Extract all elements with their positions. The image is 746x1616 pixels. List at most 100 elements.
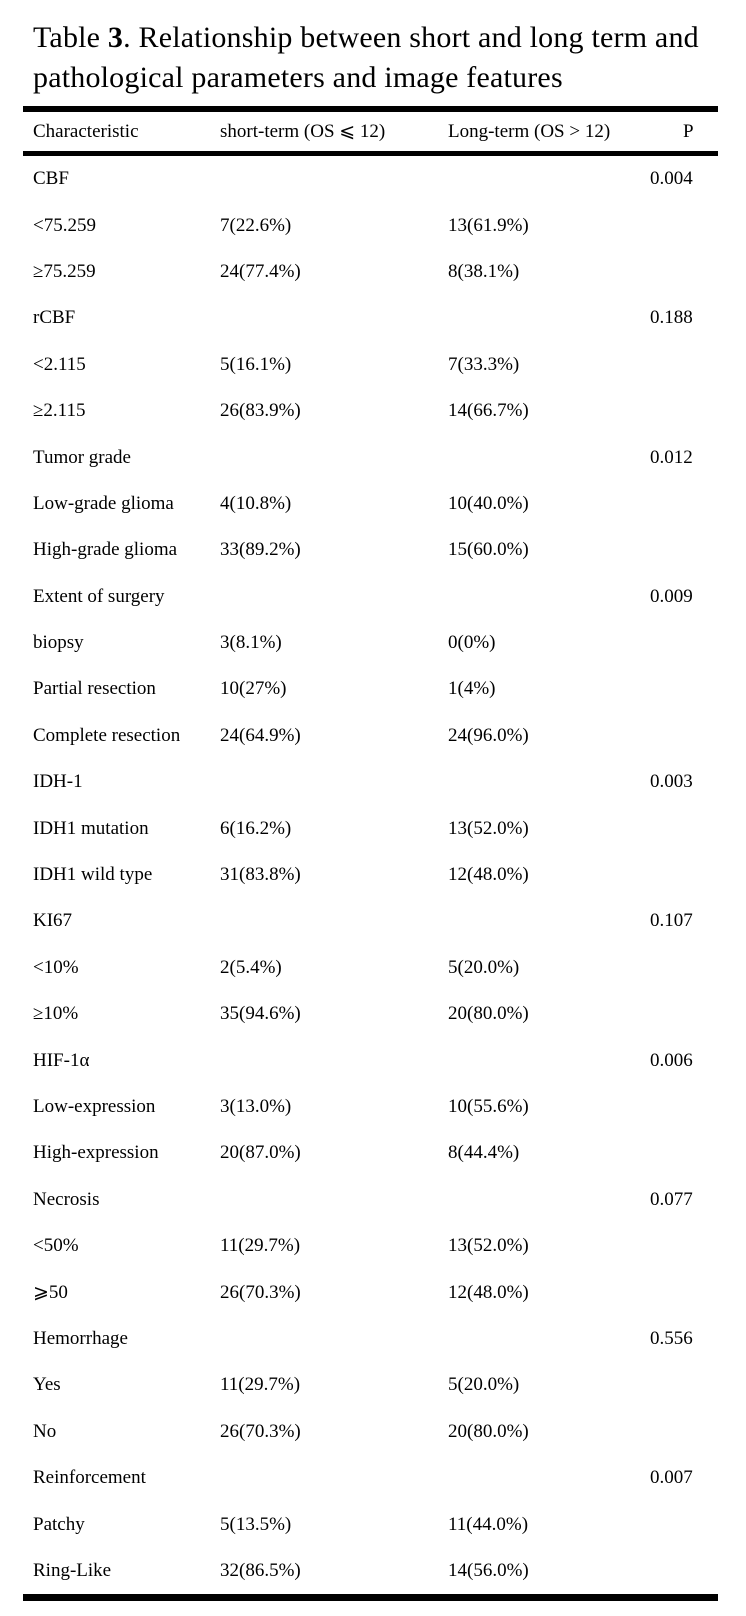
long-term-cell: 8(38.1%): [448, 260, 520, 282]
p-value-cell: [650, 945, 718, 991]
characteristic-cell: No: [33, 1420, 57, 1442]
p-value-cell: [650, 1501, 718, 1547]
table-row: ≥2.115 26(83.9%) 14(66.7%): [23, 388, 718, 434]
p-value-cell: [650, 805, 718, 851]
characteristic-cell: ≥10%: [33, 1003, 79, 1025]
short-term-cell: 31(83.8%): [220, 864, 301, 886]
results-table: Characteristic short-term (OS ⩽ 12) Long…: [23, 106, 718, 1602]
long-term-cell: 20(80.0%): [448, 1003, 529, 1025]
long-term-cell: [448, 759, 650, 805]
p-value-cell: [650, 1269, 718, 1315]
short-term-cell: [220, 295, 448, 341]
characteristic-cell: Necrosis: [33, 1188, 100, 1210]
table-row: Tumor grade 0.012: [23, 434, 718, 480]
table-title-text: . Relationship between short and long te…: [33, 21, 699, 94]
table-title: Table 3. Relationship between short and …: [0, 0, 746, 106]
col-header-p-value: P: [683, 120, 694, 142]
p-value-cell: 0.003: [650, 771, 693, 793]
short-term-cell: 5(13.5%): [220, 1513, 292, 1535]
p-value-cell: 0.004: [650, 168, 693, 190]
p-value-cell: [650, 1409, 718, 1455]
long-term-cell: 24(96.0%): [448, 724, 529, 746]
characteristic-cell: IDH1 wild type: [33, 864, 153, 886]
short-term-cell: 24(77.4%): [220, 260, 301, 282]
characteristic-cell: Low-grade glioma: [33, 492, 174, 514]
p-value-cell: [650, 249, 718, 295]
short-term-cell: 6(16.2%): [220, 817, 292, 839]
table-row: <50% 11(29.7%) 13(52.0%): [23, 1223, 718, 1269]
table-row: IDH1 mutation 6(16.2%) 13(52.0%): [23, 805, 718, 851]
table-row: CBF 0.004: [23, 154, 718, 203]
long-term-cell: [448, 1177, 650, 1223]
long-term-cell: [448, 434, 650, 480]
p-value-cell: [650, 1084, 718, 1130]
long-term-cell: 5(20.0%): [448, 1374, 520, 1396]
col-header-characteristic: Characteristic: [33, 120, 139, 142]
p-value-cell: 0.007: [650, 1467, 693, 1489]
short-term-cell: 4(10.8%): [220, 492, 292, 514]
characteristic-cell: Extent of surgery: [33, 585, 165, 607]
short-term-cell: 26(83.9%): [220, 400, 301, 422]
p-value-cell: 0.188: [650, 307, 693, 329]
table-row: Reinforcement 0.007: [23, 1455, 718, 1501]
table-row: KI67 0.107: [23, 898, 718, 944]
characteristic-cell: rCBF: [33, 307, 76, 329]
characteristic-cell: <10%: [33, 956, 79, 978]
table-row: HIF-1α 0.006: [23, 1037, 718, 1083]
characteristic-cell: Yes: [33, 1374, 61, 1396]
table-row: Partial resection 10(27%) 1(4%): [23, 666, 718, 712]
table-row: ≥10% 35(94.6%) 20(80.0%): [23, 991, 718, 1037]
characteristic-cell: Ring-Like: [33, 1559, 112, 1581]
characteristic-cell: <75.259: [33, 214, 96, 236]
p-value-cell: [650, 620, 718, 666]
p-value-cell: [650, 388, 718, 434]
table-row: Complete resection 24(64.9%) 24(96.0%): [23, 713, 718, 759]
short-term-cell: [220, 1316, 448, 1362]
p-value-cell: [650, 1362, 718, 1408]
short-term-cell: [220, 1177, 448, 1223]
short-term-cell: [220, 1037, 448, 1083]
long-term-cell: 12(48.0%): [448, 864, 529, 886]
table-row: Low-expression 3(13.0%) 10(55.6%): [23, 1084, 718, 1130]
characteristic-cell: ⩾50: [33, 1282, 68, 1304]
characteristic-cell: Partial resection: [33, 678, 156, 700]
p-value-cell: [650, 1548, 718, 1598]
col-header-long-term: Long-term (OS > 12): [448, 120, 611, 142]
header-row: Characteristic short-term (OS ⩽ 12) Long…: [23, 109, 718, 154]
long-term-cell: 12(48.0%): [448, 1281, 529, 1303]
characteristic-cell: Complete resection: [33, 724, 181, 746]
long-term-cell: 10(40.0%): [448, 492, 529, 514]
p-value-cell: [650, 713, 718, 759]
p-value-cell: 0.006: [650, 1049, 693, 1071]
characteristic-cell: <50%: [33, 1235, 79, 1257]
table-number: 3: [107, 21, 124, 54]
table-row: rCBF 0.188: [23, 295, 718, 341]
p-value-cell: [650, 666, 718, 712]
table-row: IDH-1 0.003: [23, 759, 718, 805]
short-term-cell: 26(70.3%): [220, 1420, 301, 1442]
table-row: Low-grade glioma 4(10.8%) 10(40.0%): [23, 481, 718, 527]
table-row: <10% 2(5.4%) 5(20.0%): [23, 945, 718, 991]
short-term-cell: 33(89.2%): [220, 539, 301, 561]
table-row: <75.259 7(22.6%) 13(61.9%): [23, 202, 718, 248]
short-term-cell: 7(22.6%): [220, 214, 292, 236]
table-row: Ring-Like 32(86.5%) 14(56.0%): [23, 1548, 718, 1598]
short-term-cell: [220, 434, 448, 480]
short-term-cell: [220, 759, 448, 805]
short-term-cell: 10(27%): [220, 678, 287, 700]
p-value-cell: [650, 1130, 718, 1176]
characteristic-cell: KI67: [33, 910, 73, 932]
long-term-cell: [448, 1037, 650, 1083]
characteristic-cell: High-expression: [33, 1142, 159, 1164]
table-row: IDH1 wild type 31(83.8%) 12(48.0%): [23, 852, 718, 898]
table-row: No 26(70.3%) 20(80.0%): [23, 1409, 718, 1455]
long-term-cell: 13(61.9%): [448, 214, 529, 236]
table-row: Yes 11(29.7%) 5(20.0%): [23, 1362, 718, 1408]
short-term-cell: 35(94.6%): [220, 1003, 301, 1025]
long-term-cell: 13(52.0%): [448, 1235, 529, 1257]
p-value-cell: [650, 202, 718, 248]
short-term-cell: 5(16.1%): [220, 353, 292, 375]
p-value-cell: [650, 342, 718, 388]
characteristic-cell: High-grade glioma: [33, 539, 178, 561]
